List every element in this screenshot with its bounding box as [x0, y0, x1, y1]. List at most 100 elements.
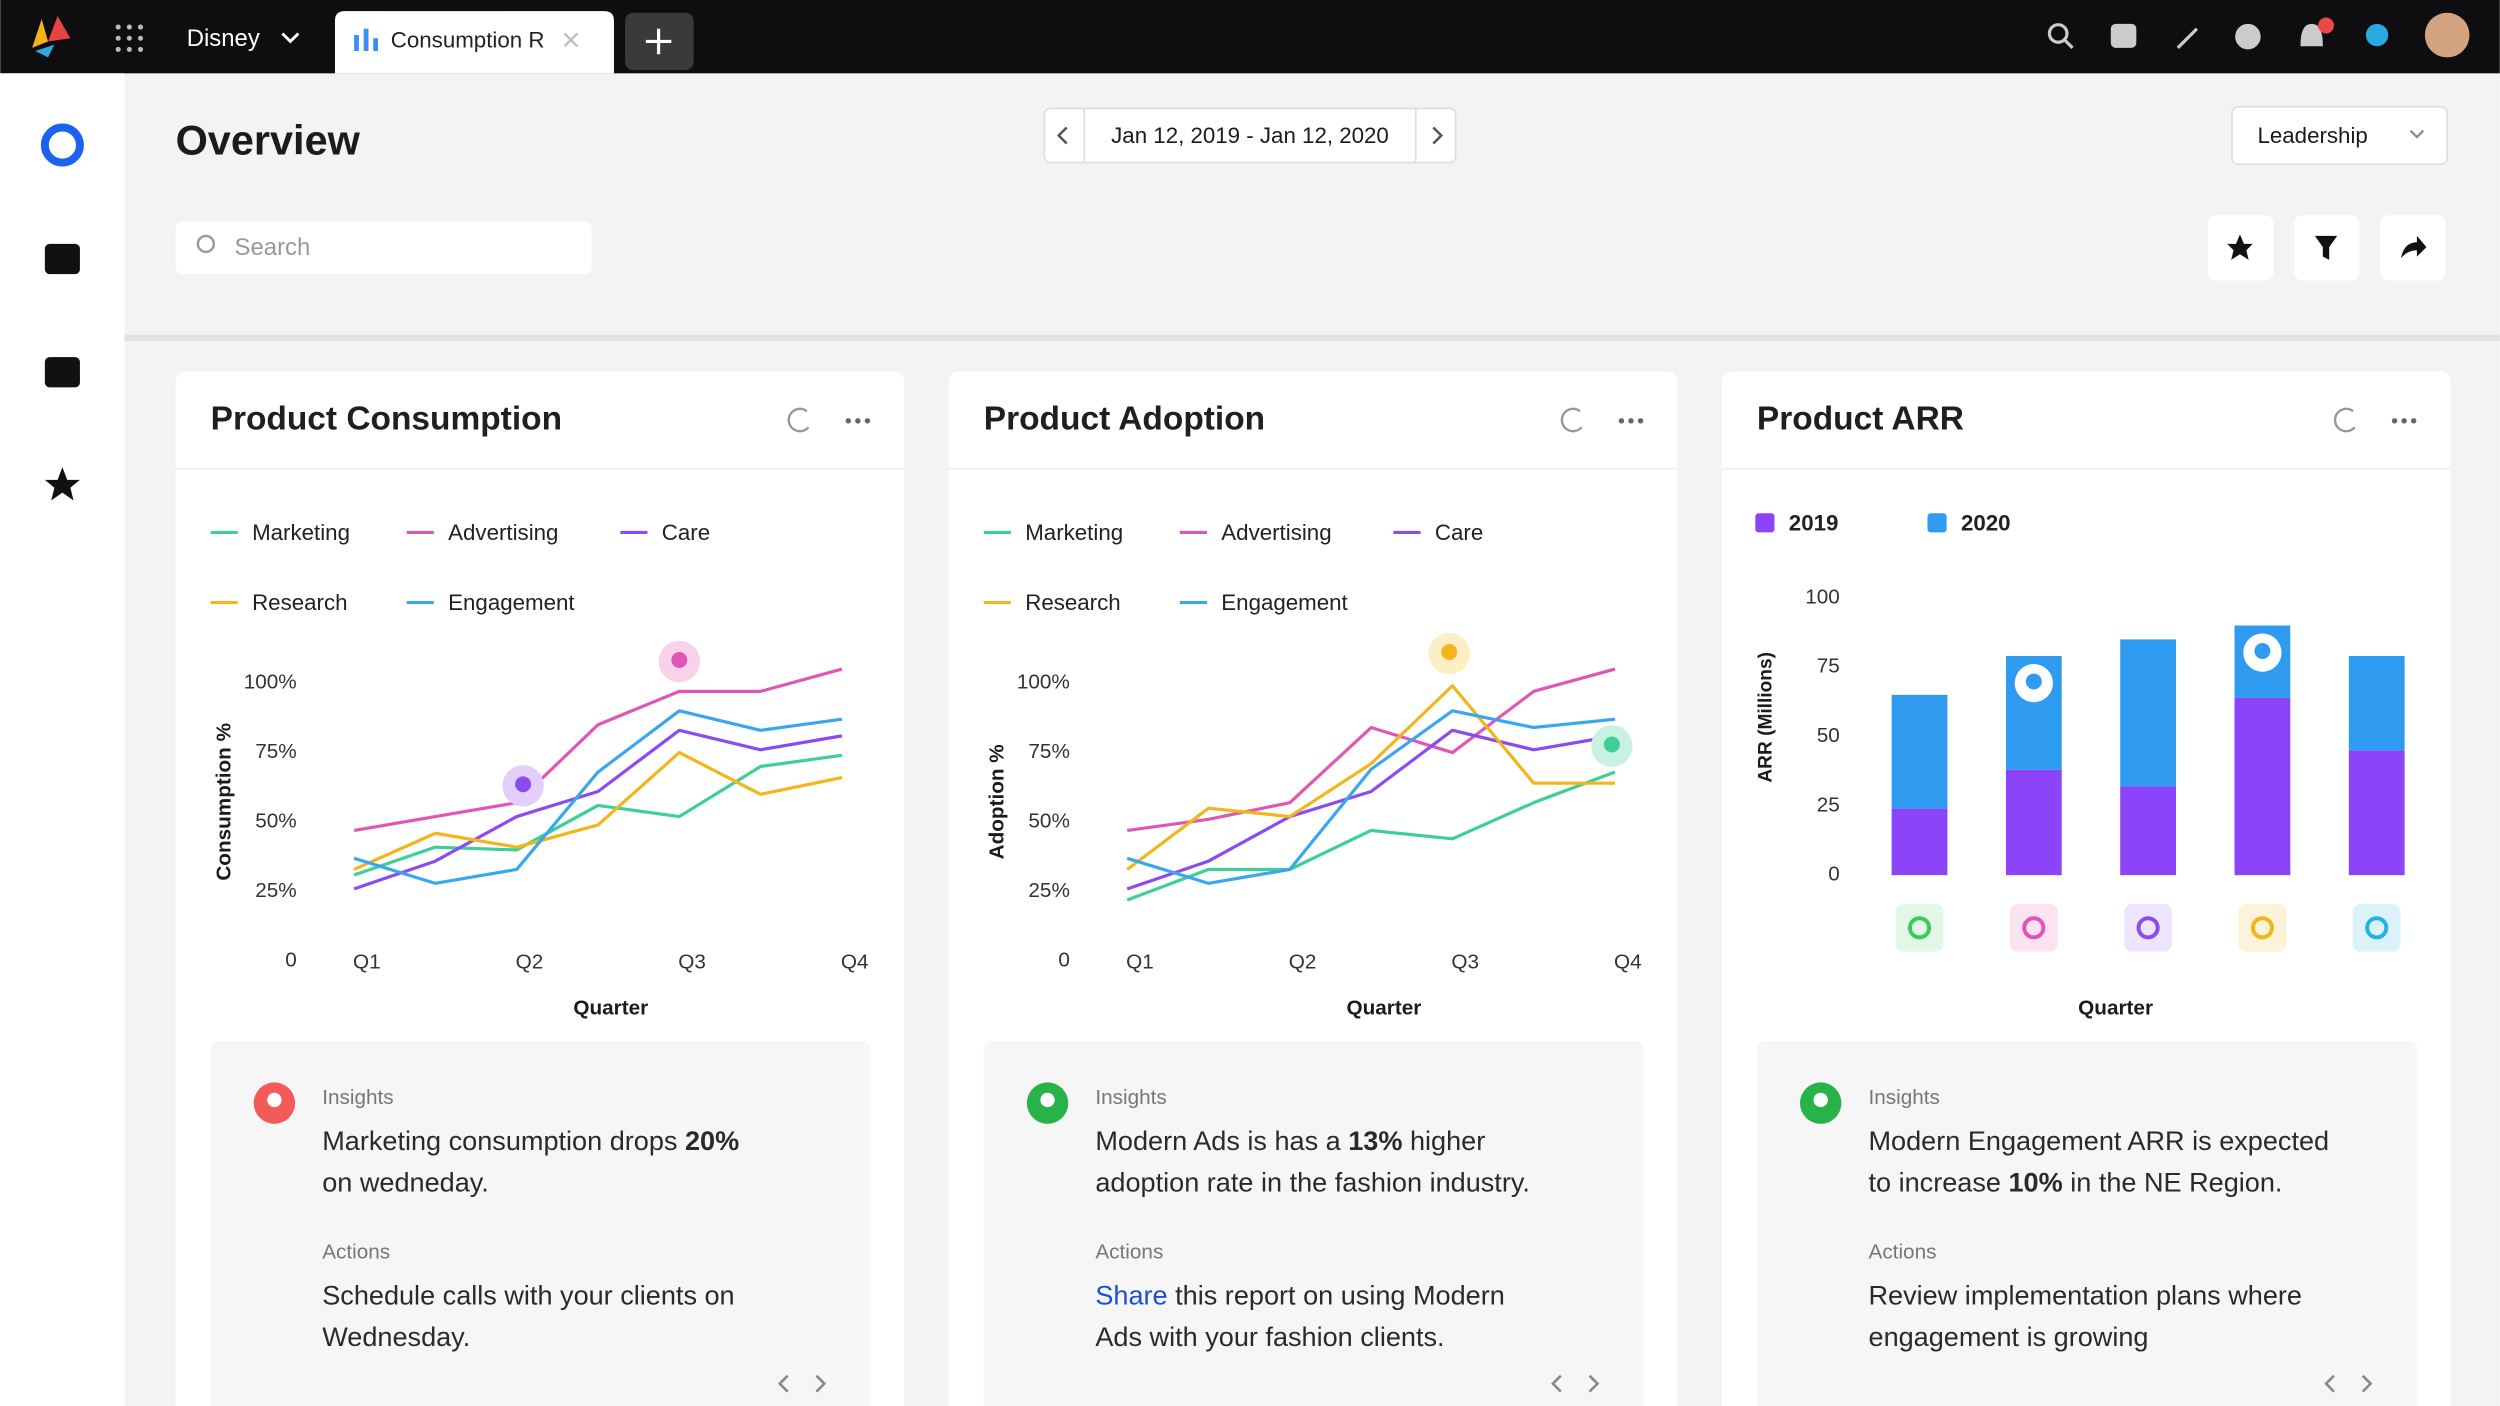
text-segment: Marketing consumption drops — [322, 1125, 685, 1156]
action-text: Schedule calls with your clients on — [322, 1280, 734, 1311]
y-tick-label: 50% — [255, 810, 296, 833]
legend-swatch — [1927, 513, 1947, 533]
bar-segment — [2120, 786, 2177, 876]
view-selector[interactable] — [2231, 106, 2448, 165]
legend-label[interactable]: Marketing — [1025, 520, 1123, 545]
bar-segment — [2348, 656, 2405, 751]
legend-label[interactable]: Engagement — [448, 590, 575, 615]
line-series — [353, 728, 843, 891]
card-title: Product Adoption — [984, 401, 1265, 438]
legend-swatch — [1755, 513, 1775, 533]
apps-icon[interactable] — [115, 24, 144, 52]
date-range: Jan 12, 2019 - Jan 12, 2020 — [1111, 123, 1389, 148]
insight-icon-glyph — [267, 1092, 282, 1108]
bar-segment — [1891, 694, 1948, 809]
card-title: Product Consumption — [211, 401, 562, 438]
y-axis-title: Adoption % — [986, 744, 1009, 859]
text-segment: 20% — [685, 1125, 739, 1156]
star-icon — [2227, 234, 2253, 260]
insight-text: Modern Ads is has a 13% higher — [1095, 1125, 1485, 1156]
y-axis-title: ARR (Millions) — [1756, 652, 1777, 783]
toolbar-icons[interactable] — [2047, 23, 2389, 50]
insight-text: Modern Engagement ARR is expected — [1869, 1125, 2330, 1156]
more-dot — [2391, 418, 2398, 424]
share-icon — [2400, 235, 2427, 259]
legend-label[interactable]: Care — [1435, 520, 1483, 545]
y-tick-label: 0 — [285, 949, 297, 972]
insight-marker-dot — [1603, 736, 1620, 753]
nav-contacts[interactable] — [44, 243, 80, 275]
date-picker[interactable] — [1043, 107, 1457, 164]
insight-panel — [1756, 1040, 2417, 1406]
legend-label[interactable]: Advertising — [1221, 520, 1331, 545]
refresh-icon[interactable] — [1560, 407, 1583, 433]
actions-heading: Actions — [1869, 1240, 1937, 1263]
category-glyph — [2022, 916, 2046, 940]
x-tick-label: Q2 — [1289, 950, 1317, 973]
insight-text: to increase 10% in the NE Region. — [1869, 1167, 2283, 1198]
legend-label[interactable]: 2019 — [1789, 510, 1839, 535]
legend-label[interactable]: Research — [1025, 590, 1120, 615]
view-name: Leadership — [2257, 123, 2367, 148]
text-segment: in the NE Region. — [2063, 1167, 2283, 1198]
more-dot — [864, 418, 871, 424]
tab-close[interactable] — [563, 32, 579, 48]
line-series — [1126, 728, 1616, 891]
pager-arrows[interactable] — [1551, 1374, 1600, 1393]
tab[interactable] — [334, 11, 614, 74]
bar-segment — [2348, 750, 2405, 876]
text-segment: higher — [1402, 1125, 1485, 1156]
category-icon — [1895, 903, 1944, 952]
page-title: Overview — [176, 116, 361, 163]
legend-label[interactable]: Research — [252, 590, 347, 615]
x-tick-label: Q2 — [516, 950, 544, 973]
workspace-name[interactable]: Disney — [187, 25, 260, 52]
legend-label[interactable]: 2020 — [1961, 510, 2011, 535]
pager-arrows[interactable] — [2324, 1374, 2373, 1393]
plus-icon — [645, 28, 672, 55]
y-tick-label: 100 — [1805, 585, 1840, 608]
search-icon — [196, 234, 216, 254]
insight-text: on wedneday. — [322, 1167, 489, 1198]
insight-text: adoption rate in the fashion industry. — [1095, 1167, 1530, 1198]
text-segment: 10% — [2008, 1167, 2062, 1198]
legend-label[interactable]: Marketing — [252, 520, 350, 545]
insight-marker-dot — [2254, 643, 2271, 660]
refresh-icon[interactable] — [2333, 407, 2356, 433]
insight-heading: Insights — [322, 1086, 393, 1109]
text-segment: Schedule calls with your clients on — [322, 1280, 734, 1311]
line-series — [1126, 770, 1616, 902]
category-glyph — [2250, 916, 2274, 940]
date-arrows[interactable] — [1056, 126, 1444, 145]
more-dot — [1628, 418, 1634, 424]
legend-label[interactable]: Care — [662, 520, 710, 545]
text-segment[interactable]: Share — [1095, 1280, 1167, 1311]
legend-label[interactable]: Advertising — [448, 520, 558, 545]
sidebar — [0, 73, 125, 1406]
insight-icon-glyph — [1040, 1092, 1055, 1108]
search-placeholder: Search — [235, 234, 311, 261]
legend-label[interactable]: Engagement — [1221, 590, 1348, 615]
y-tick-label: 75 — [1817, 655, 1840, 678]
nav-favorites[interactable] — [44, 467, 80, 501]
category-icon — [2238, 903, 2287, 952]
nav-analytics[interactable] — [40, 123, 84, 167]
y-tick-label: 25% — [255, 879, 296, 902]
x-tick-label: Q1 — [1126, 950, 1154, 973]
line-series — [1126, 684, 1616, 871]
x-axis-title: Quarter — [1346, 997, 1421, 1020]
insight-marker-dot — [2025, 673, 2042, 690]
nav-cards[interactable] — [44, 357, 80, 388]
avatar[interactable] — [2424, 12, 2470, 58]
pager-arrows[interactable] — [777, 1374, 827, 1393]
refresh-icon[interactable] — [787, 407, 810, 433]
tab-title[interactable]: Consumption R — [391, 27, 545, 52]
y-tick-label: 75% — [255, 740, 296, 763]
text-segment: Modern Ads is has a — [1095, 1125, 1348, 1156]
card-title: Product ARR — [1757, 401, 1964, 438]
header-divider — [124, 334, 2500, 342]
more-dot — [2410, 418, 2417, 424]
search-box[interactable] — [175, 221, 592, 275]
line-series — [353, 753, 843, 877]
line-series — [1127, 667, 1616, 833]
